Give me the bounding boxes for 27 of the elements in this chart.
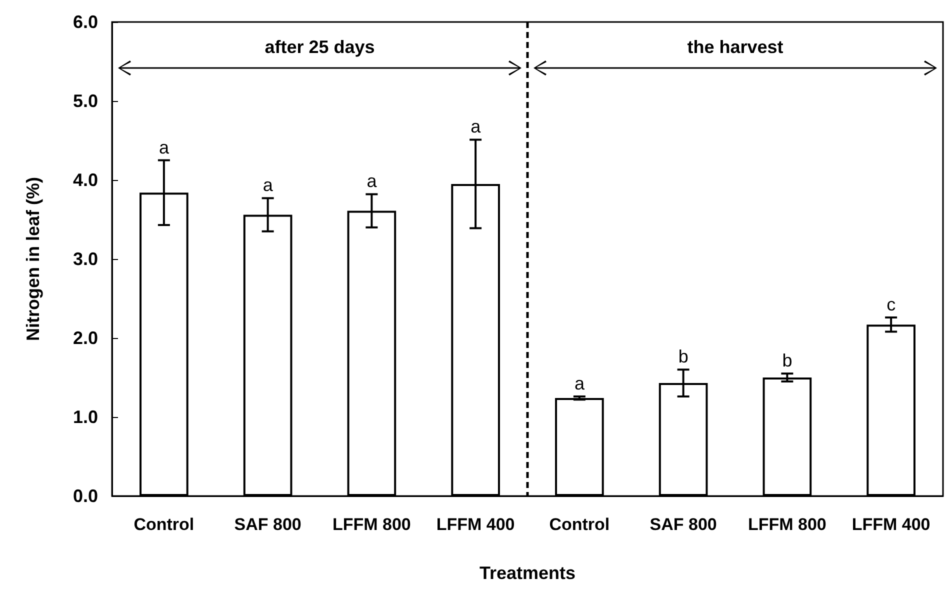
data-label: c [886, 294, 896, 314]
data-label: a [158, 137, 170, 158]
x-axis-title: Treatments [479, 563, 576, 583]
x-tick-label: SAF 800 [650, 515, 717, 534]
data-label: b [678, 346, 688, 367]
x-tick-label: LFFM 400 [436, 515, 515, 534]
annotation: after 25 days [264, 37, 375, 57]
y-axis-title: Nitrogen in leaf (%) [23, 176, 43, 342]
y-tick-label: 0.0 [72, 486, 98, 506]
y-tick-label: 4.0 [72, 170, 98, 190]
y-tick-label: 2.0 [72, 328, 98, 348]
data-label: a [366, 171, 378, 192]
data-label: a [262, 175, 274, 196]
y-tick-label: 1.0 [72, 407, 98, 427]
y-tick-label: 5.0 [72, 91, 98, 111]
y-tick-label: 3.0 [72, 249, 98, 269]
data-label: a [470, 116, 482, 137]
x-tick-label: Control [549, 515, 610, 534]
x-tick-label: LFFM 800 [332, 515, 411, 534]
x-tick-label: Control [134, 515, 194, 534]
annotation: the harvest [687, 37, 784, 57]
x-tick-label: LFFM 800 [748, 515, 826, 534]
data-label: a [574, 373, 586, 394]
y-tick-label: 6.0 [72, 12, 98, 32]
x-tick-label: SAF 800 [234, 515, 302, 534]
x-tick-label: LFFM 400 [852, 515, 930, 534]
data-label: b [782, 350, 792, 371]
